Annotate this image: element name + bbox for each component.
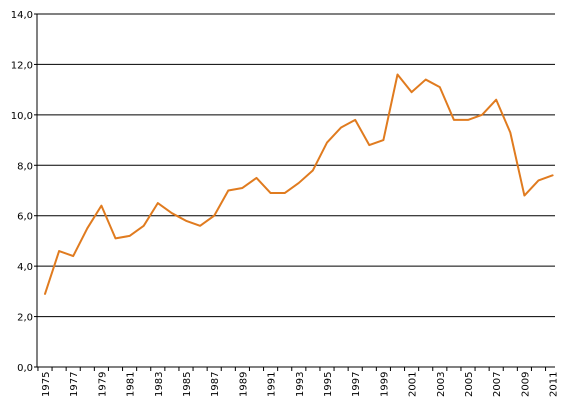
data-point: [157, 202, 159, 204]
data-point: [199, 225, 201, 227]
data-point: [72, 255, 74, 257]
x-tick-label: 2001: [408, 372, 419, 397]
data-point: [538, 179, 540, 181]
data-point: [171, 212, 173, 214]
y-tick-label: 8,0: [17, 161, 33, 172]
x-tick-label: 1989: [238, 372, 249, 397]
axes: [34, 13, 555, 371]
x-tick-label: 1999: [379, 372, 390, 397]
x-tick-label: 2011: [549, 372, 560, 397]
data-point: [382, 139, 384, 141]
x-tick-label: 1993: [295, 372, 306, 397]
data-point: [411, 91, 413, 93]
x-tick-label: 2005: [464, 372, 475, 397]
data-point: [312, 169, 314, 171]
x-tick-label: 1997: [351, 372, 362, 397]
data-point: [270, 192, 272, 194]
data-point: [397, 74, 399, 76]
x-tick-label: 2009: [520, 372, 531, 397]
data-point: [453, 119, 455, 121]
data-point: [44, 293, 46, 295]
x-tick-label: 1987: [210, 372, 221, 397]
data-point: [256, 177, 258, 179]
data-point: [241, 187, 243, 189]
data-point: [481, 114, 483, 116]
x-tick-label: 2007: [492, 372, 503, 397]
data-point: [86, 227, 88, 229]
data-point: [213, 215, 215, 217]
y-tick-label: 2,0: [17, 313, 33, 324]
data-point: [467, 119, 469, 121]
y-tick-label: 6,0: [17, 212, 33, 223]
data-point: [368, 144, 370, 146]
x-tick-label: 1995: [323, 372, 334, 397]
data-point: [185, 220, 187, 222]
x-tick-label: 1985: [182, 372, 193, 397]
x-tick-label: 1979: [97, 372, 108, 397]
y-tick-label: 0,0: [17, 363, 33, 374]
data-point: [354, 119, 356, 121]
data-point: [523, 195, 525, 197]
y-tick-labels: 0,0 2,0 4,0 6,0 8,0 10,0 12,0 14,0: [11, 10, 33, 374]
data-point: [284, 192, 286, 194]
data-point: [552, 174, 554, 176]
data-point: [129, 235, 131, 237]
series-line: [44, 73, 554, 295]
x-tick-labels: 1975 1977 1979 1981 1983 1985 1987 1989 1991 1993…: [41, 372, 560, 397]
x-tick-label: 1983: [154, 372, 165, 397]
data-point: [425, 79, 427, 81]
x-tick-label: 1977: [69, 372, 80, 397]
data-point: [298, 182, 300, 184]
data-point: [115, 237, 117, 239]
data-point: [227, 190, 229, 192]
y-tick-label: 12,0: [11, 60, 33, 71]
x-tick-label: 1981: [126, 372, 137, 397]
data-point: [509, 132, 511, 134]
x-tick-label: 2003: [436, 372, 447, 397]
y-tick-label: 4,0: [17, 262, 33, 273]
data-point: [100, 205, 102, 207]
y-tick-label: 10,0: [11, 111, 33, 122]
data-point: [58, 250, 60, 252]
data-point: [439, 86, 441, 88]
y-tick-label: 14,0: [11, 10, 33, 21]
series-layer: [44, 73, 554, 295]
x-tick-label: 1991: [267, 372, 278, 397]
data-point: [495, 99, 497, 101]
data-point: [340, 126, 342, 128]
x-tick-label: 1975: [41, 372, 52, 397]
data-point: [143, 225, 145, 227]
data-point: [326, 142, 328, 144]
gridlines: [37, 13, 555, 318]
